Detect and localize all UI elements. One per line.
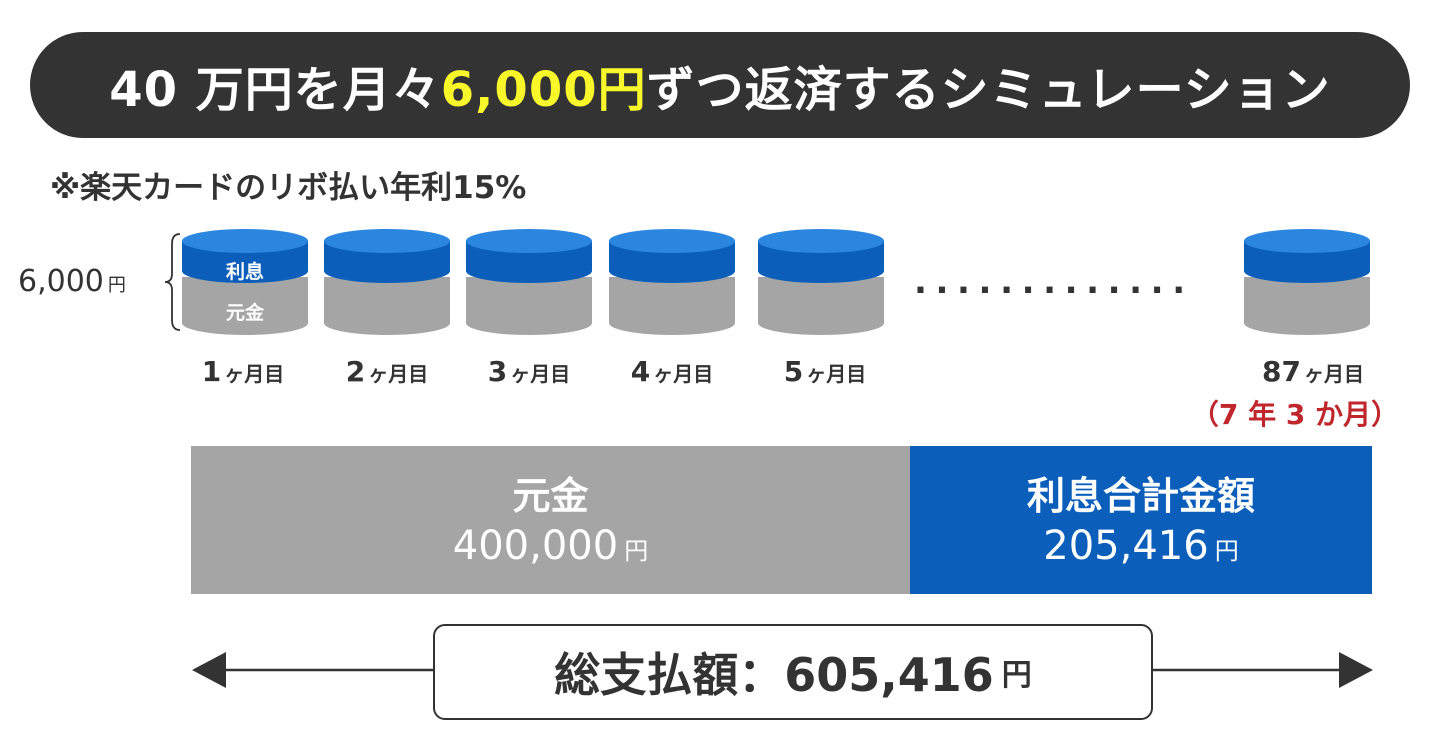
- ellipsis-dots: .............: [914, 262, 1194, 302]
- coin-stack-icon: [1244, 229, 1370, 335]
- payment-amount: 6,000: [18, 264, 104, 299]
- repayment-period: （7 年 3 か月）: [1190, 398, 1400, 431]
- coin-stack-month-87: [1242, 227, 1372, 337]
- month-label-1: 1 ヶ月目: [201, 355, 285, 388]
- interest-unit: 円: [1214, 537, 1239, 565]
- title-prefix: 40 万円を月々: [109, 62, 441, 118]
- coin-stack-month-4: [607, 227, 737, 337]
- interest-value: 205,416: [1043, 523, 1209, 569]
- month-label-5: 5 ヶ月目: [783, 355, 867, 388]
- principal-segment: 元金 400,000 円: [191, 446, 910, 594]
- brace-icon: [164, 233, 181, 331]
- principal-value-row: 400,000 円: [191, 520, 910, 577]
- stack-principal-label: 元金: [225, 302, 264, 324]
- payment-unit: 円: [107, 275, 126, 296]
- stack-interest-label: 利息: [225, 261, 264, 283]
- principal-label: 元金: [512, 474, 589, 518]
- month-label-87: 87 ヶ月目: [1262, 355, 1364, 388]
- coin-stack-month-2: [322, 227, 452, 337]
- principal-value: 400,000: [452, 523, 619, 569]
- title-highlight: 6,000円: [440, 62, 647, 118]
- coin-stack-icon: [609, 229, 735, 335]
- title-suffix: ずつ返済するシミュレーション: [646, 62, 1331, 118]
- coin-stack-icon: [324, 229, 450, 335]
- title-banner: 40 万円を月々 6,000円 ずつ返済するシミュレーション: [30, 32, 1410, 138]
- coin-stack-icon: [758, 229, 884, 335]
- total-label: 総支払額：605,416: [554, 648, 994, 702]
- interest-label: 利息合計金額: [1026, 474, 1255, 518]
- coin-stack-icon: [182, 229, 308, 335]
- month-label-4: 4 ヶ月目: [630, 355, 714, 388]
- interest-value-row: 205,416 円: [910, 520, 1372, 577]
- month-label-2: 2 ヶ月目: [345, 355, 429, 388]
- coin-stack-month-1: 利息 元金: [180, 227, 310, 337]
- rate-note: ※楽天カードのリボ払い年利15%: [50, 170, 527, 206]
- payment-amount-label: 6,000 円: [18, 264, 126, 299]
- month-label-3: 3 ヶ月目: [487, 355, 571, 388]
- interest-segment: 利息合計金額 205,416 円: [910, 446, 1372, 594]
- principal-unit: 円: [624, 537, 649, 565]
- total-payment-box: 総支払額：605,416 円: [433, 624, 1153, 720]
- coin-stack-icon: [466, 229, 592, 335]
- coin-stack-month-5: [756, 227, 886, 337]
- coin-stack-month-3: [464, 227, 594, 337]
- total-unit: 円: [1001, 658, 1032, 693]
